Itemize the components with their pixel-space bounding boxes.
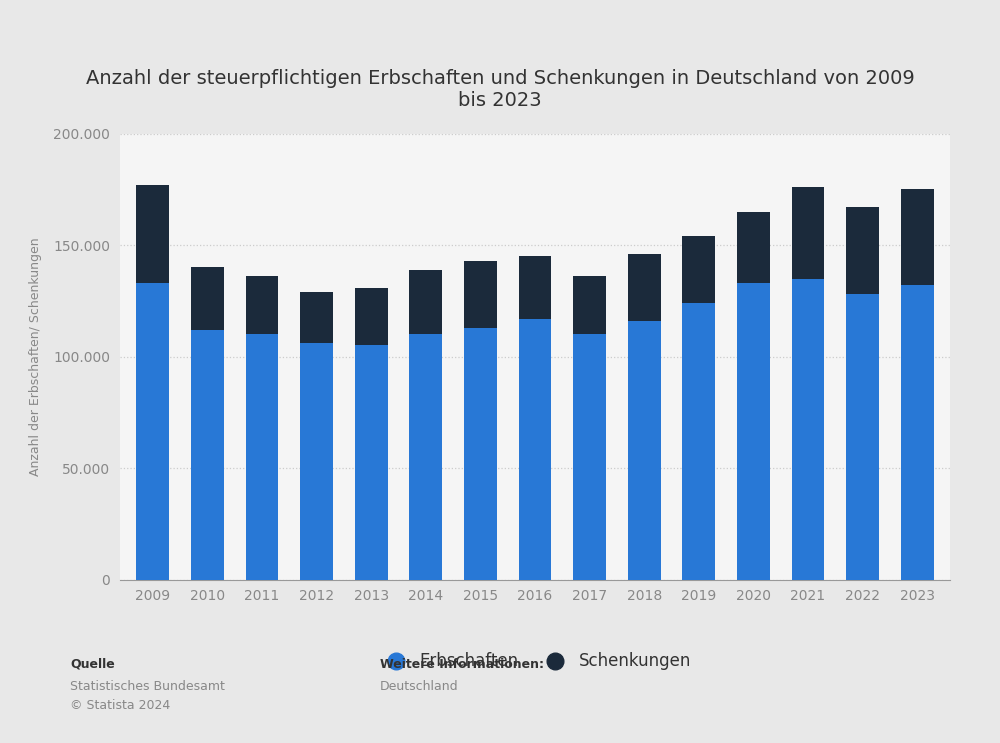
Bar [682, 236, 715, 303]
Legend: Erbschaften, Schenkungen: Erbschaften, Schenkungen [373, 646, 697, 677]
Bar [300, 343, 333, 580]
Text: Weitere Informationen:: Weitere Informationen: [380, 658, 544, 670]
Bar [464, 328, 497, 580]
Text: Anzahl der steuerpflichtigen Erbschaften und Schenkungen in Deutschland von 2009: Anzahl der steuerpflichtigen Erbschaften… [86, 68, 914, 110]
Bar [191, 330, 224, 580]
Bar [628, 254, 661, 321]
Text: Deutschland: Deutschland [380, 680, 459, 692]
Bar [901, 189, 934, 285]
Bar [355, 288, 388, 345]
Bar [792, 187, 824, 279]
Y-axis label: Anzahl der Erbschaften/ Schenkungen: Anzahl der Erbschaften/ Schenkungen [29, 237, 42, 476]
Bar [737, 212, 770, 283]
Bar [519, 319, 551, 580]
Bar [573, 276, 606, 334]
Bar [300, 292, 333, 343]
Bar [846, 207, 879, 294]
Bar [246, 334, 278, 580]
Bar [737, 283, 770, 580]
Bar [409, 334, 442, 580]
Bar [191, 267, 224, 330]
Bar [682, 303, 715, 580]
Text: Statistisches Bundesamt
© Statista 2024: Statistisches Bundesamt © Statista 2024 [70, 680, 225, 712]
Bar [136, 185, 169, 283]
Bar [846, 294, 879, 580]
Text: Quelle: Quelle [70, 658, 115, 670]
Bar [628, 321, 661, 580]
Bar [519, 256, 551, 319]
Bar [246, 276, 278, 334]
Bar [355, 345, 388, 580]
Bar [136, 283, 169, 580]
Bar [464, 261, 497, 328]
Bar [792, 279, 824, 580]
Bar [573, 334, 606, 580]
Bar [409, 270, 442, 334]
Bar [901, 285, 934, 580]
